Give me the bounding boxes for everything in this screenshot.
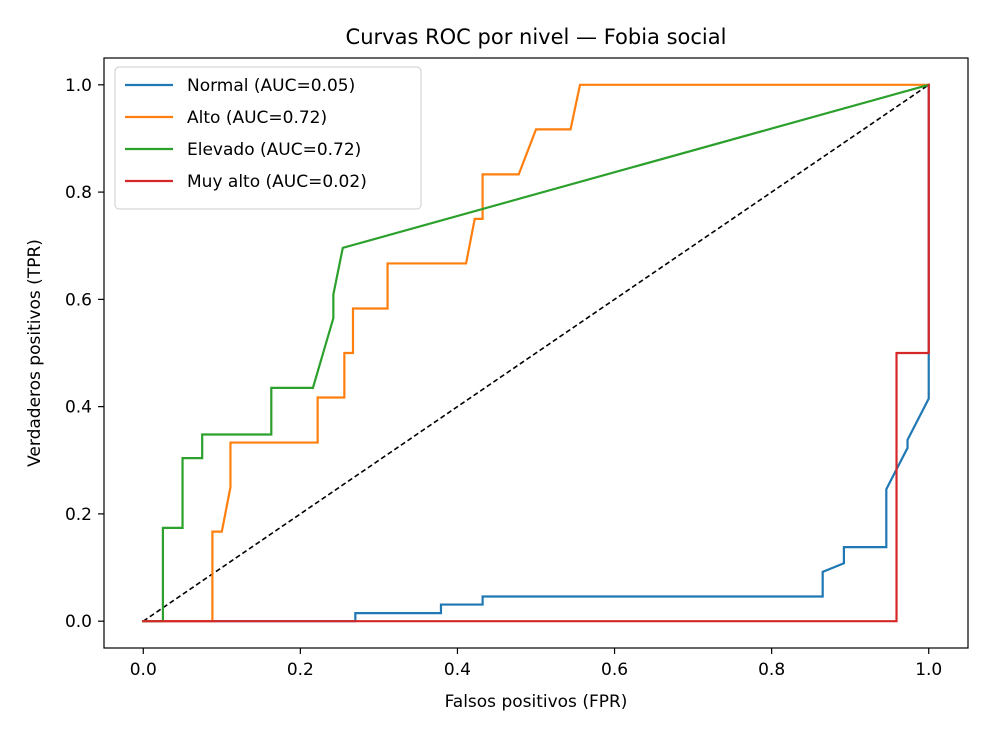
plot-area xyxy=(142,83,931,623)
plot-frame xyxy=(103,57,969,649)
x-tick-label-1: 0.2 xyxy=(287,660,314,680)
y-tick-label-2: 0.4 xyxy=(65,398,92,418)
x-tick-label-3: 0.6 xyxy=(601,660,628,680)
x-tick-label-2: 0.4 xyxy=(444,660,471,680)
y-tick-label-1: 0.2 xyxy=(65,505,92,525)
series-line-3 xyxy=(142,83,930,623)
series-line-2 xyxy=(142,83,931,623)
y-axis-title: Verdaderos positivos (TPR) xyxy=(25,239,45,467)
legend-label-1: Alto (AUC=0.72) xyxy=(187,108,327,128)
y-tick-label-4: 0.8 xyxy=(65,183,92,203)
series-line-1 xyxy=(142,83,930,623)
x-axis-title: Falsos positivos (FPR) xyxy=(445,692,628,712)
diagonal-reference-line xyxy=(142,84,930,622)
legend-label-3: Muy alto (AUC=0.02) xyxy=(187,172,367,192)
series-line-0 xyxy=(142,83,930,623)
chart-title: Curvas ROC por nivel — Fobia social xyxy=(346,25,727,49)
legend-label-0: Normal (AUC=0.05) xyxy=(187,76,355,96)
y-tick-label-3: 0.6 xyxy=(65,290,92,310)
y-tick-label-0: 0.0 xyxy=(65,612,92,632)
y-tick-label-5: 1.0 xyxy=(65,76,92,96)
legend-box xyxy=(114,66,422,210)
x-tick-label-5: 1.0 xyxy=(915,660,942,680)
legend-label-2: Elevado (AUC=0.72) xyxy=(187,140,361,160)
x-tick-label-4: 0.8 xyxy=(758,660,785,680)
legend: Normal (AUC=0.05) Alto (AUC=0.72) Elevado … xyxy=(114,66,422,210)
x-tick-label-0: 0.0 xyxy=(130,660,157,680)
axis-ticks: 0.0 0.2 0.4 0.6 0.8 1.0 0.0 0.2 0.4 0.6 0.8 1.0 xyxy=(65,76,942,680)
